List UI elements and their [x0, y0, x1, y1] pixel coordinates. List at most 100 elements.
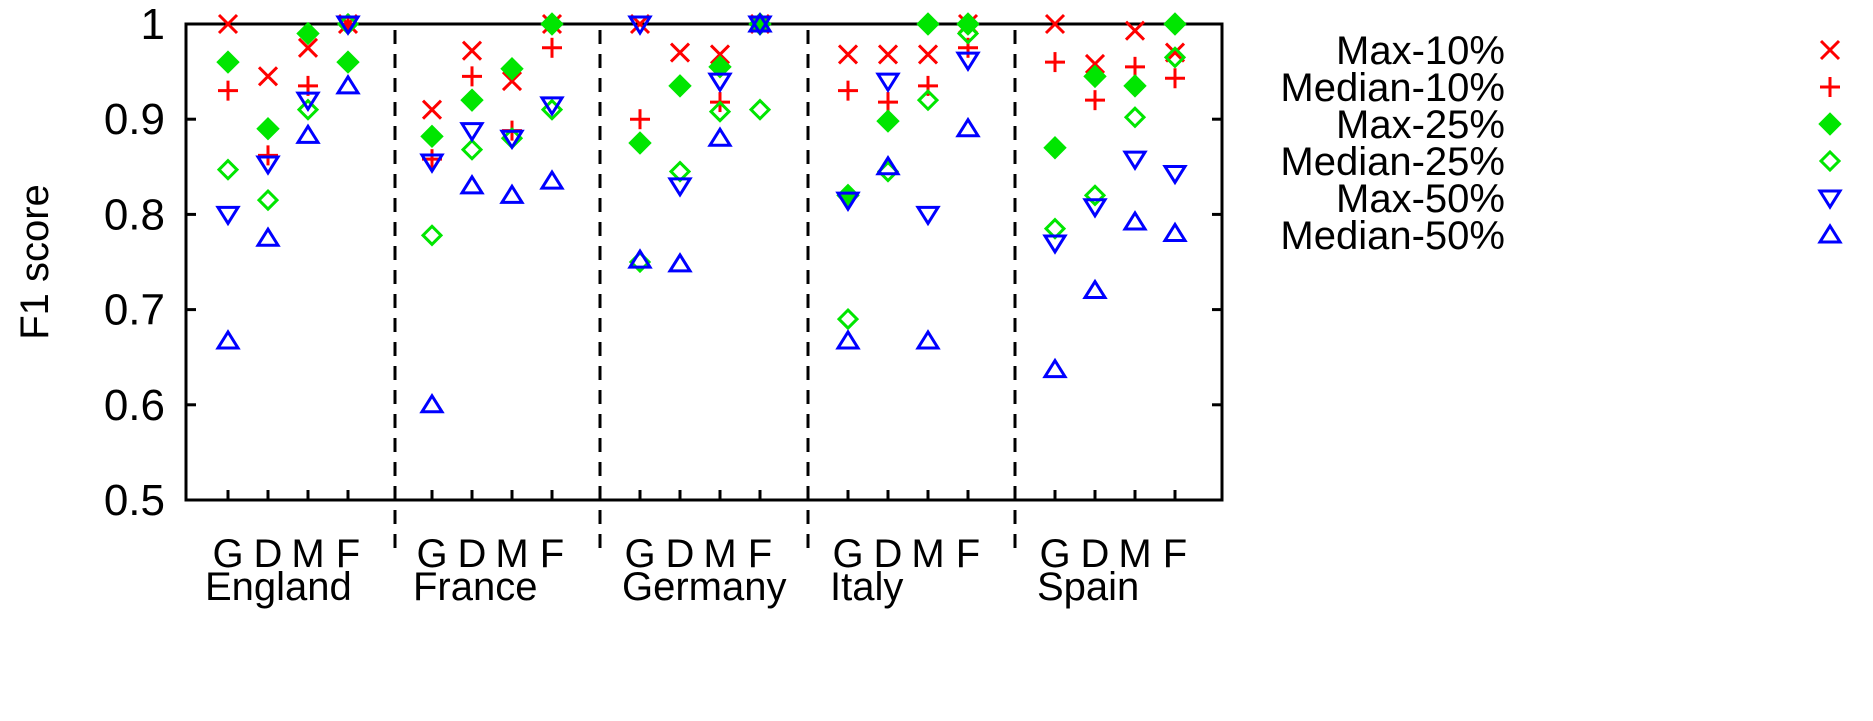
- data-point-max-25-: [336, 50, 360, 74]
- legend-label: Median-25%: [1280, 140, 1505, 184]
- legend: Max-10%Median-10%Max-25%Median-25%Max-50…: [1280, 29, 1843, 258]
- data-point-median-50-: [1162, 221, 1188, 242]
- x-tick-label: M: [495, 532, 528, 576]
- data-point-max-50-: [707, 72, 733, 93]
- data-point-max-50-: [539, 96, 565, 117]
- x-tick-label: F: [336, 532, 360, 576]
- data-point-max-25-: [708, 55, 732, 79]
- x-tick-label: D: [254, 532, 283, 576]
- data-point-max-10-: [917, 44, 939, 65]
- data-point-max-50-: [215, 205, 241, 227]
- data-point-max-25-: [540, 12, 564, 36]
- legend-label: Max-10%: [1336, 29, 1505, 73]
- data-point-median-50-: [459, 174, 485, 195]
- legend-label: Median-10%: [1280, 66, 1505, 110]
- y-tick-label: 0.5: [104, 476, 165, 525]
- data-point-median-25-: [256, 188, 280, 212]
- data-point-median-25-: [708, 100, 732, 123]
- legend-marker: [1818, 149, 1842, 173]
- data-point-median-10-: [258, 145, 278, 166]
- legend-label: Median-50%: [1280, 214, 1505, 258]
- data-point-median-25-: [1043, 217, 1067, 240]
- group-label: Germany: [622, 565, 787, 609]
- x-tick-label: F: [748, 532, 772, 576]
- x-tick-label: F: [1163, 532, 1187, 576]
- data-point-max-25-: [1123, 74, 1147, 98]
- data-point-max-50-: [295, 91, 321, 112]
- data-point-median-50-: [915, 329, 941, 350]
- x-tick-label: M: [291, 532, 324, 576]
- legend-marker: [1817, 189, 1843, 210]
- data-point-median-50-: [627, 248, 653, 269]
- data-point-max-10-: [501, 71, 523, 92]
- data-point-max-10-: [1124, 20, 1146, 41]
- data-point-median-25-: [956, 22, 980, 45]
- data-point-max-10-: [217, 13, 239, 35]
- group-label: France: [413, 565, 538, 609]
- data-point-median-25-: [1163, 46, 1187, 69]
- legend-marker: [1818, 112, 1842, 136]
- data-point-median-25-: [668, 160, 692, 183]
- data-point-max-25-: [1043, 136, 1067, 160]
- data-point-median-50-: [1122, 210, 1148, 231]
- data-point-max-50-: [1042, 234, 1068, 255]
- data-point-median-25-: [836, 307, 860, 331]
- data-point-median-10-: [1125, 56, 1145, 77]
- x-tick-label: G: [832, 532, 863, 576]
- data-point-median-25-: [460, 138, 484, 161]
- x-tick-label: D: [1081, 532, 1110, 576]
- data-point-max-25-: [916, 12, 940, 36]
- plot-frame: [184, 22, 1224, 502]
- data-point-median-10-: [838, 80, 858, 101]
- data-point-max-10-: [1084, 53, 1106, 75]
- x-tick-label: D: [874, 532, 903, 576]
- y-tick-label: 0.9: [104, 95, 165, 144]
- y-tick-label: 0.7: [104, 286, 165, 335]
- data-point-max-50-: [499, 129, 525, 151]
- data-point-median-25-: [916, 89, 940, 112]
- data-point-max-25-: [460, 88, 484, 112]
- data-point-max-50-: [875, 72, 901, 93]
- data-point-max-25-: [876, 109, 900, 133]
- group-label: Spain: [1037, 565, 1139, 609]
- data-point-median-50-: [335, 74, 361, 95]
- data-point-median-25-: [296, 98, 320, 121]
- data-point-max-25-: [668, 74, 692, 98]
- group-label: Italy: [830, 565, 903, 609]
- data-point-max-50-: [1082, 198, 1108, 219]
- data-point-max-50-: [835, 191, 861, 212]
- data-point-median-50-: [539, 169, 565, 190]
- data-point-median-25-: [420, 224, 444, 247]
- data-point-max-25-: [1163, 12, 1187, 36]
- data-point-median-50-: [295, 123, 321, 144]
- legend-label: Max-25%: [1336, 103, 1505, 147]
- x-tick-label: M: [1118, 532, 1151, 576]
- x-tick-label: M: [703, 532, 736, 576]
- data-point-median-50-: [215, 329, 241, 350]
- data-point-median-50-: [255, 226, 281, 247]
- y-tick-label: 0.8: [104, 190, 165, 239]
- data-point-median-25-: [748, 98, 772, 121]
- data-points: [215, 12, 1188, 414]
- data-point-median-10-: [462, 66, 482, 87]
- data-point-max-25-: [500, 57, 524, 81]
- data-point-median-50-: [955, 116, 981, 138]
- data-point-max-10-: [461, 40, 483, 61]
- data-point-median-25-: [216, 158, 240, 181]
- data-point-median-10-: [1085, 90, 1105, 111]
- data-point-max-50-: [667, 177, 693, 198]
- y-axis-label: F1 score: [13, 184, 57, 340]
- group-label: England: [205, 565, 352, 609]
- data-point-max-10-: [257, 66, 279, 87]
- data-point-max-10-: [297, 37, 319, 58]
- group-dividers: [393, 30, 1017, 555]
- data-point-median-10-: [630, 109, 650, 130]
- y-axis: 0.5 0.6 0.7 0.8 0.9 1: [104, 0, 1222, 525]
- data-point-median-50-: [419, 392, 445, 414]
- data-point-max-50-: [1122, 150, 1148, 172]
- data-point-max-10-: [1044, 13, 1066, 35]
- data-point-max-50-: [419, 153, 445, 174]
- data-point-median-10-: [542, 37, 562, 58]
- x-tick-label: M: [911, 532, 944, 576]
